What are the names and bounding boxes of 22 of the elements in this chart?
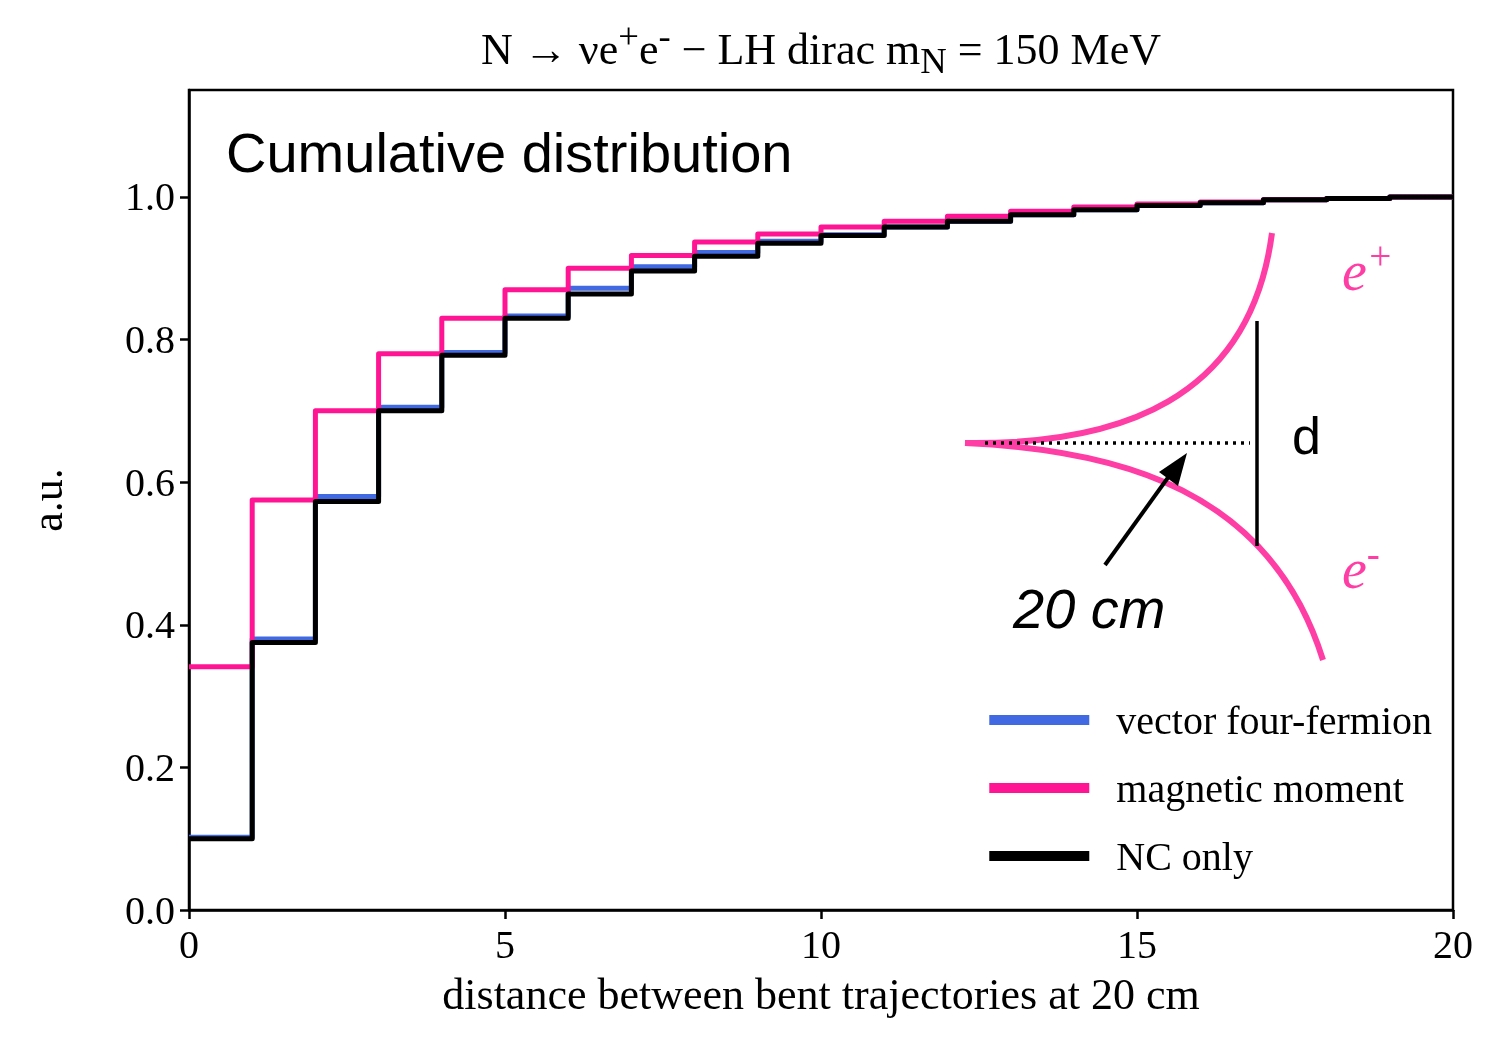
y-tick-label: 0.6	[125, 459, 175, 505]
legend-label: vector four-fermion	[1116, 697, 1433, 743]
x-tick-label: 20	[1433, 921, 1473, 967]
x-axis-title: distance between bent trajectories at 20 cm	[442, 969, 1200, 1019]
y-axis-title: a.u.	[22, 468, 72, 532]
legend-label: magnetic moment	[1116, 765, 1404, 811]
y-tick-label: 0.8	[125, 317, 175, 363]
x-tick-label: 15	[1117, 921, 1157, 967]
annotation: 20 cm	[1012, 577, 1166, 640]
y-tick-label: 0.2	[125, 744, 175, 790]
legend-label: NC only	[1116, 833, 1253, 879]
chart-title: N → νe$^{+}$e$^{-}$ − LH dirac m$_{N}$ = 150 MeV	[480, 14, 1162, 83]
annotation: Cumulative distribution	[226, 121, 793, 184]
x-tick-label: 10	[801, 921, 841, 967]
y-tick-label: 0.4	[125, 602, 175, 648]
y-tick-label: 0.0	[125, 887, 175, 933]
y-tick-label: 1.0	[125, 174, 175, 220]
annotation: e$^{+}$	[1342, 233, 1394, 302]
x-tick-label: 5	[495, 921, 515, 967]
annotation: e$^{-}$	[1342, 531, 1380, 600]
annotation: d	[1292, 407, 1321, 465]
x-tick-label: 0	[179, 921, 199, 967]
